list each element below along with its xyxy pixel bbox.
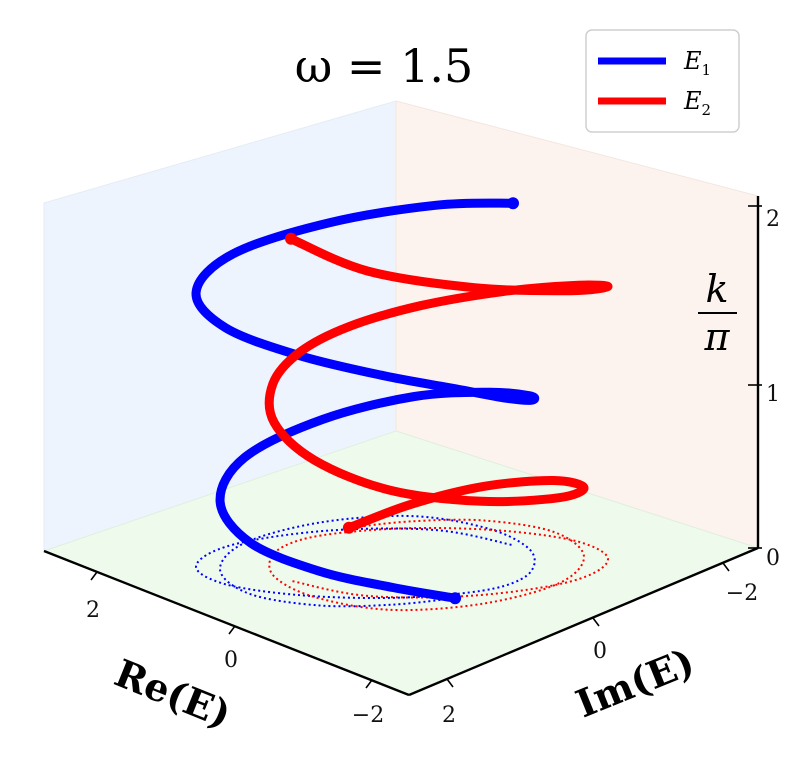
re-axis-ticks: 2 0 −2 xyxy=(86,571,384,728)
z-axis-label-denominator: π xyxy=(704,315,731,359)
floor-projection-series-1 xyxy=(195,514,536,608)
z-axis-label: k π xyxy=(698,267,737,359)
im-tick-label: 0 xyxy=(593,639,607,664)
curve-series-2 xyxy=(264,234,613,533)
k-tick-label: 1 xyxy=(766,382,780,407)
k-axis-ticks: 0 1 2 xyxy=(748,205,780,571)
curve-endpoint-series-2-start xyxy=(342,521,355,534)
chart-title: ω = 1.5 xyxy=(295,39,473,93)
legend-label-e1: E1 xyxy=(683,47,711,79)
im-axis-ticks: −2 0 2 xyxy=(442,562,758,728)
legend: E1 E2 xyxy=(585,29,740,133)
curve-endpoint-series-1-start xyxy=(449,592,462,605)
legend-label-e2: E2 xyxy=(683,87,711,119)
im-tick-label: 2 xyxy=(442,703,456,728)
curve-endpoint-series-1-end xyxy=(507,197,519,210)
re-tick-label: −2 xyxy=(352,703,384,728)
curve-series-1 xyxy=(191,198,540,603)
z-axis-label-numerator: k xyxy=(705,267,728,311)
re-tick-label: 0 xyxy=(224,648,238,673)
curve-endpoint-series-2-end xyxy=(285,232,297,245)
re-axis-line xyxy=(43,549,410,697)
im-axis-line xyxy=(408,546,759,697)
k-tick-label: 0 xyxy=(766,546,780,571)
im-tick-label: −2 xyxy=(726,581,758,606)
curves xyxy=(191,197,613,605)
re-tick-label: 2 xyxy=(86,598,100,623)
y-axis-label: Im(E) xyxy=(570,639,701,727)
k-tick-label: 2 xyxy=(766,207,780,232)
legend-frame xyxy=(585,29,740,133)
x-axis-label: Re(E) xyxy=(109,650,238,737)
